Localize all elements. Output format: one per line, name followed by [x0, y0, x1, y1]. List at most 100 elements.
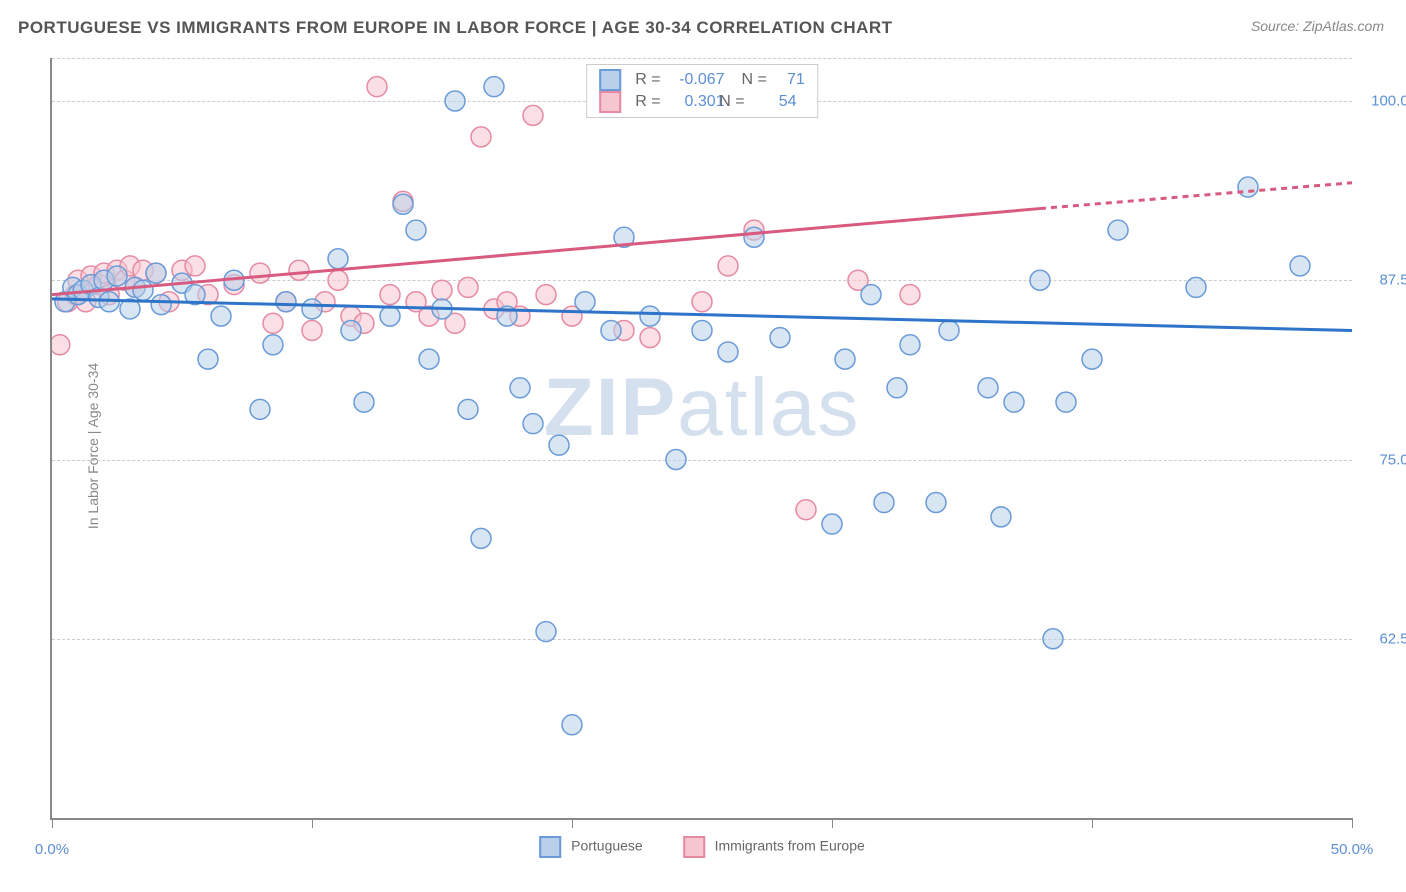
n-label: N = — [719, 93, 744, 111]
data-point — [991, 507, 1011, 527]
data-point — [536, 285, 556, 305]
data-point — [380, 306, 400, 326]
data-point — [510, 378, 530, 398]
data-point — [536, 622, 556, 642]
data-point — [302, 320, 322, 340]
n-value-1: 71 — [775, 71, 805, 89]
data-point — [523, 414, 543, 434]
data-point — [692, 320, 712, 340]
correlation-legend: R = -0.067 N = 71 R = 0.301 54 N = — [586, 64, 818, 118]
data-point — [380, 285, 400, 305]
data-point — [367, 77, 387, 97]
data-point — [484, 77, 504, 97]
legend-swatch-pink — [599, 91, 621, 113]
data-point — [151, 295, 171, 315]
x-tick-label: 0.0% — [35, 841, 69, 858]
y-tick-label: 75.0% — [1362, 451, 1406, 468]
legend-row-series-1: R = -0.067 N = 71 — [599, 69, 805, 91]
legend-label-2: Immigrants from Europe — [715, 838, 865, 854]
data-point — [640, 306, 660, 326]
y-tick-label: 62.5% — [1362, 630, 1406, 647]
data-point — [52, 335, 70, 355]
data-point — [1056, 392, 1076, 412]
data-point — [198, 349, 218, 369]
data-point — [562, 715, 582, 735]
data-point — [549, 435, 569, 455]
data-point — [861, 285, 881, 305]
data-point — [1290, 256, 1310, 276]
data-point — [471, 127, 491, 147]
data-point — [328, 249, 348, 269]
data-point — [822, 514, 842, 534]
data-point — [692, 292, 712, 312]
legend-swatch-blue — [599, 69, 621, 91]
data-point — [1108, 220, 1128, 240]
data-point — [250, 399, 270, 419]
data-point — [835, 349, 855, 369]
x-tick — [572, 818, 573, 828]
x-tick-label: 50.0% — [1331, 841, 1374, 858]
data-point — [666, 450, 686, 470]
data-point — [1043, 629, 1063, 649]
data-point — [458, 277, 478, 297]
data-point — [744, 227, 764, 247]
n-value-2: 54 — [767, 93, 797, 111]
data-point — [575, 292, 595, 312]
legend-swatch-blue — [539, 836, 561, 858]
data-point — [406, 220, 426, 240]
data-point — [978, 378, 998, 398]
data-point — [900, 285, 920, 305]
legend-bottom: Portuguese Immigrants from Europe — [539, 836, 865, 858]
r-value-2: 0.301 — [669, 93, 725, 111]
data-point — [432, 280, 452, 300]
legend-swatch-pink — [683, 836, 705, 858]
legend-item-immigrants: Immigrants from Europe — [683, 836, 865, 858]
r-label: R = — [635, 93, 660, 111]
x-tick — [1092, 818, 1093, 828]
data-point — [718, 256, 738, 276]
y-tick-label: 100.0% — [1362, 93, 1406, 110]
r-label: R = — [635, 71, 660, 89]
chart-title: PORTUGUESE VS IMMIGRANTS FROM EUROPE IN … — [18, 18, 893, 38]
data-point — [1082, 349, 1102, 369]
data-point — [523, 105, 543, 125]
data-point — [302, 299, 322, 319]
data-point — [926, 493, 946, 513]
data-point — [445, 91, 465, 111]
data-point — [341, 320, 361, 340]
data-point — [1186, 277, 1206, 297]
data-point — [939, 320, 959, 340]
data-point — [419, 349, 439, 369]
data-point — [1004, 392, 1024, 412]
data-point — [887, 378, 907, 398]
x-tick — [312, 818, 313, 828]
trendline-pink — [52, 209, 1040, 295]
data-point — [471, 528, 491, 548]
data-point — [770, 328, 790, 348]
scatter-svg — [52, 58, 1352, 818]
legend-row-series-2: R = 0.301 54 N = — [599, 91, 805, 113]
source-attribution: Source: ZipAtlas.com — [1251, 18, 1384, 34]
data-point — [718, 342, 738, 362]
n-label: N = — [733, 71, 767, 89]
legend-label-1: Portuguese — [571, 838, 643, 854]
data-point — [328, 270, 348, 290]
x-tick — [832, 818, 833, 828]
data-point — [1238, 177, 1258, 197]
r-value-1: -0.067 — [669, 71, 725, 89]
data-point — [276, 292, 296, 312]
data-point — [263, 335, 283, 355]
data-point — [393, 194, 413, 214]
y-tick-label: 87.5% — [1362, 272, 1406, 289]
data-point — [354, 392, 374, 412]
trendline-pink-dashed — [1040, 183, 1352, 209]
data-point — [458, 399, 478, 419]
x-tick — [52, 818, 53, 828]
data-point — [250, 263, 270, 283]
chart-plot-area: ZIPatlas R = -0.067 N = 71 R = 0.301 54 … — [50, 58, 1352, 820]
data-point — [185, 256, 205, 276]
data-point — [107, 266, 127, 286]
x-tick — [1352, 818, 1353, 828]
data-point — [133, 280, 153, 300]
data-point — [263, 313, 283, 333]
